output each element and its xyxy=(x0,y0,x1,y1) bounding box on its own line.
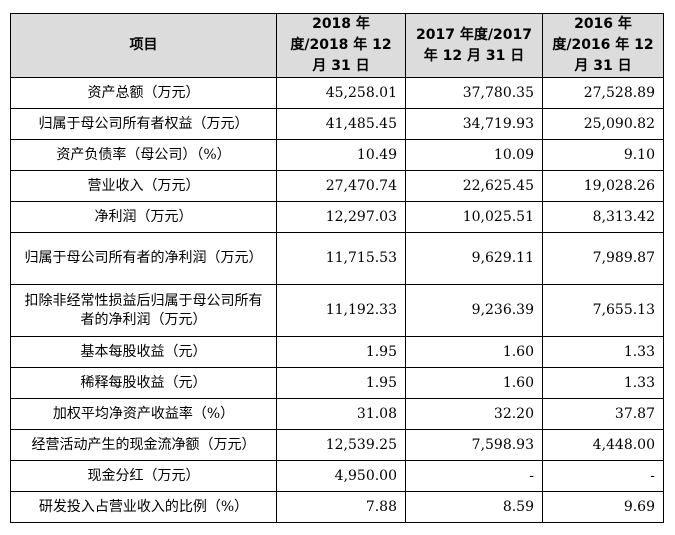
value-2016: 19,028.26 xyxy=(542,170,664,202)
value-2016: 25,090.82 xyxy=(542,108,664,140)
header-row: 项目 2018 年度/2018 年 12 月 31 日 2017 年度/2017… xyxy=(10,13,664,78)
table-row: 扣除非经常性损益后归属于母公司所有者的净利润（万元） 11,192.33 9,2… xyxy=(10,284,664,337)
table-row: 稀释每股收益（元） 1.95 1.60 1.33 xyxy=(10,367,664,399)
value-2017: 1.60 xyxy=(405,336,543,368)
value-2016: - xyxy=(542,460,664,492)
value-2018: 4,950.00 xyxy=(276,460,406,492)
header-2018: 2018 年度/2018 年 12 月 31 日 xyxy=(276,13,406,78)
financial-summary-table-container: 项目 2018 年度/2018 年 12 月 31 日 2017 年度/2017… xyxy=(10,13,664,523)
value-2018: 41,485.45 xyxy=(276,108,406,140)
value-2018: 1.95 xyxy=(276,336,406,368)
row-label: 现金分红（万元） xyxy=(10,460,277,492)
table-row: 现金分红（万元） 4,950.00 - - xyxy=(10,460,664,492)
row-label: 经营活动产生的现金流净额（万元） xyxy=(10,429,277,461)
value-2018: 1.95 xyxy=(276,367,406,399)
header-item: 项目 xyxy=(10,13,277,78)
row-label: 归属于母公司所有者权益（万元） xyxy=(10,108,277,140)
table-row: 净利润（万元） 12,297.03 10,025.51 8,313.42 xyxy=(10,201,664,233)
value-2017: 32.20 xyxy=(405,398,543,430)
financial-summary-table: 项目 2018 年度/2018 年 12 月 31 日 2017 年度/2017… xyxy=(10,13,664,523)
value-2017: - xyxy=(405,460,543,492)
table-row: 基本每股收益（元） 1.95 1.60 1.33 xyxy=(10,336,664,368)
value-2018: 7.88 xyxy=(276,491,406,523)
value-2018: 12,297.03 xyxy=(276,201,406,233)
row-label: 研发投入占营业收入的比例（%） xyxy=(10,491,277,523)
value-2018: 11,192.33 xyxy=(276,284,406,337)
value-2017: 7,598.93 xyxy=(405,429,543,461)
header-2016: 2016 年度/2016 年 12 月 31 日 xyxy=(542,13,664,78)
row-label: 营业收入（万元） xyxy=(10,170,277,202)
value-2017: 37,780.35 xyxy=(405,77,543,109)
value-2016: 4,448.00 xyxy=(542,429,664,461)
value-2018: 31.08 xyxy=(276,398,406,430)
table-row: 研发投入占营业收入的比例（%） 7.88 8.59 9.69 xyxy=(10,491,664,523)
table-row: 归属于母公司所有者权益（万元） 41,485.45 34,719.93 25,0… xyxy=(10,108,664,140)
value-2016: 7,655.13 xyxy=(542,284,664,337)
table-row: 资产负债率（母公司）（%） 10.49 10.09 9.10 xyxy=(10,139,664,171)
value-2016: 7,989.87 xyxy=(542,232,664,285)
value-2018: 27,470.74 xyxy=(276,170,406,202)
table-row: 资产总额（万元） 45,258.01 37,780.35 27,528.89 xyxy=(10,77,664,109)
value-2016: 8,313.42 xyxy=(542,201,664,233)
value-2016: 9.10 xyxy=(542,139,664,171)
value-2018: 11,715.53 xyxy=(276,232,406,285)
table-row: 加权平均净资产收益率（%） 31.08 32.20 37.87 xyxy=(10,398,664,430)
value-2017: 10.09 xyxy=(405,139,543,171)
row-label: 基本每股收益（元） xyxy=(10,336,277,368)
value-2017: 9,629.11 xyxy=(405,232,543,285)
row-label: 稀释每股收益（元） xyxy=(10,367,277,399)
value-2018: 45,258.01 xyxy=(276,77,406,109)
value-2017: 34,719.93 xyxy=(405,108,543,140)
value-2017: 1.60 xyxy=(405,367,543,399)
value-2017: 8.59 xyxy=(405,491,543,523)
row-label: 净利润（万元） xyxy=(10,201,277,233)
row-label: 归属于母公司所有者的净利润（万元） xyxy=(10,232,277,285)
value-2016: 1.33 xyxy=(542,367,664,399)
value-2016: 27,528.89 xyxy=(542,77,664,109)
value-2018: 12,539.25 xyxy=(276,429,406,461)
value-2016: 1.33 xyxy=(542,336,664,368)
row-label: 加权平均净资产收益率（%） xyxy=(10,398,277,430)
header-2017: 2017 年度/2017 年 12 月 31 日 xyxy=(405,13,543,78)
value-2016: 37.87 xyxy=(542,398,664,430)
table-row: 营业收入（万元） 27,470.74 22,625.45 19,028.26 xyxy=(10,170,664,202)
row-label: 资产负债率（母公司）（%） xyxy=(10,139,277,171)
table-row: 经营活动产生的现金流净额（万元） 12,539.25 7,598.93 4,44… xyxy=(10,429,664,461)
value-2016: 9.69 xyxy=(542,491,664,523)
row-label: 资产总额（万元） xyxy=(10,77,277,109)
value-2017: 22,625.45 xyxy=(405,170,543,202)
value-2017: 10,025.51 xyxy=(405,201,543,233)
value-2018: 10.49 xyxy=(276,139,406,171)
table-row: 归属于母公司所有者的净利润（万元） 11,715.53 9,629.11 7,9… xyxy=(10,232,664,285)
value-2017: 9,236.39 xyxy=(405,284,543,337)
row-label: 扣除非经常性损益后归属于母公司所有者的净利润（万元） xyxy=(10,284,277,337)
